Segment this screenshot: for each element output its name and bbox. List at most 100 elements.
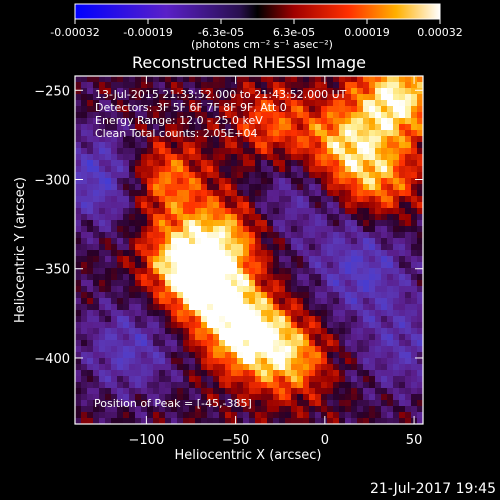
heatmap-cell [153,208,160,215]
heatmap-cell [135,94,142,101]
heatmap-cell [105,214,112,221]
heatmap-cell [129,418,136,424]
heatmap-cell [231,76,238,83]
heatmap-cell [339,94,346,101]
heatmap-cell [141,238,148,245]
heatmap-cell [267,190,274,197]
heatmap-cell [321,286,328,293]
heatmap-cell [201,322,208,329]
heatmap-cell [87,352,94,359]
heatmap-cell [405,304,412,311]
heatmap-cell [249,406,256,413]
heatmap-cell [117,166,124,173]
heatmap-cell [291,136,298,143]
heatmap-cell [339,184,346,191]
heatmap-cell [111,310,118,317]
heatmap-cell [99,292,106,299]
heatmap-cell [369,148,376,155]
heatmap-cell [159,166,166,173]
heatmap-cell [75,88,82,95]
heatmap-cell [93,106,100,113]
heatmap-cell [243,82,250,89]
heatmap-cell [231,280,238,287]
heatmap-cell [195,106,202,113]
heatmap-cell [201,358,208,365]
heatmap-cell [123,352,130,359]
heatmap-cell [309,256,316,263]
heatmap-cell [111,202,118,209]
heatmap-cell [399,316,406,323]
heatmap-cell [369,262,376,269]
heatmap-cell [309,394,316,401]
heatmap-cell [237,190,244,197]
heatmap-cell [195,292,202,299]
heatmap-cell [135,268,142,275]
heatmap-cell [177,412,184,419]
heatmap-cell [195,328,202,335]
heatmap-cell [75,292,82,299]
heatmap-cell [369,136,376,143]
heatmap-cell [381,364,388,371]
heatmap-cell [315,322,322,329]
heatmap-cell [375,352,382,359]
plot-frame [74,75,424,425]
heatmap-cell [393,334,400,341]
heatmap-cell [219,346,226,353]
heatmap-cell [129,286,136,293]
heatmap-cell [303,196,310,203]
heatmap-cell [381,172,388,179]
heatmap-cell [357,310,364,317]
heatmap-cell [105,322,112,329]
heatmap-cell [189,358,196,365]
heatmap-cell [75,226,82,233]
heatmap-cell [417,232,423,239]
heatmap-cell [279,388,286,395]
heatmap-cell [399,328,406,335]
heatmap-cell [279,142,286,149]
heatmap-cell [291,274,298,281]
heatmap-cell [231,232,238,239]
heatmap-cell [267,286,274,293]
heatmap-cell [225,346,232,353]
heatmap-cell [393,142,400,149]
heatmap-cell [369,274,376,281]
heatmap-cell [99,274,106,281]
heatmap-cell [87,250,94,257]
heatmap-cell [339,256,346,263]
heatmap-cell [261,88,268,95]
heatmap-cell [339,106,346,113]
heatmap-cell [171,130,178,137]
heatmap-cell [387,166,394,173]
heatmap-cell [87,346,94,353]
heatmap-cell [81,280,88,287]
heatmap-cell [201,268,208,275]
heatmap-cell [189,262,196,269]
heatmap-cell [381,358,388,365]
heatmap-cell [285,88,292,95]
heatmap-cell [333,148,340,155]
heatmap-cell [111,370,118,377]
heatmap-cell [279,196,286,203]
heatmap-cell [285,334,292,341]
heatmap-cell [195,310,202,317]
heatmap-cell [393,418,400,424]
heatmap-cell [369,406,376,413]
heatmap-cell [321,238,328,245]
heatmap-cell [189,82,196,89]
heatmap-cell [351,124,358,131]
heatmap-cell [279,118,286,125]
heatmap-cell [387,376,394,383]
heatmap-cell [309,406,316,413]
heatmap-cell [291,322,298,329]
heatmap-cell [255,238,262,245]
heatmap-cell [123,160,130,167]
heatmap-cell [189,154,196,161]
heatmap-cell [321,76,328,83]
heatmap-cell [87,244,94,251]
heatmap-cell [81,106,88,113]
heatmap-cell [159,142,166,149]
heatmap-cell [195,136,202,143]
heatmap-cell [351,208,358,215]
heatmap-cell [165,220,172,227]
heatmap-cell [201,172,208,179]
